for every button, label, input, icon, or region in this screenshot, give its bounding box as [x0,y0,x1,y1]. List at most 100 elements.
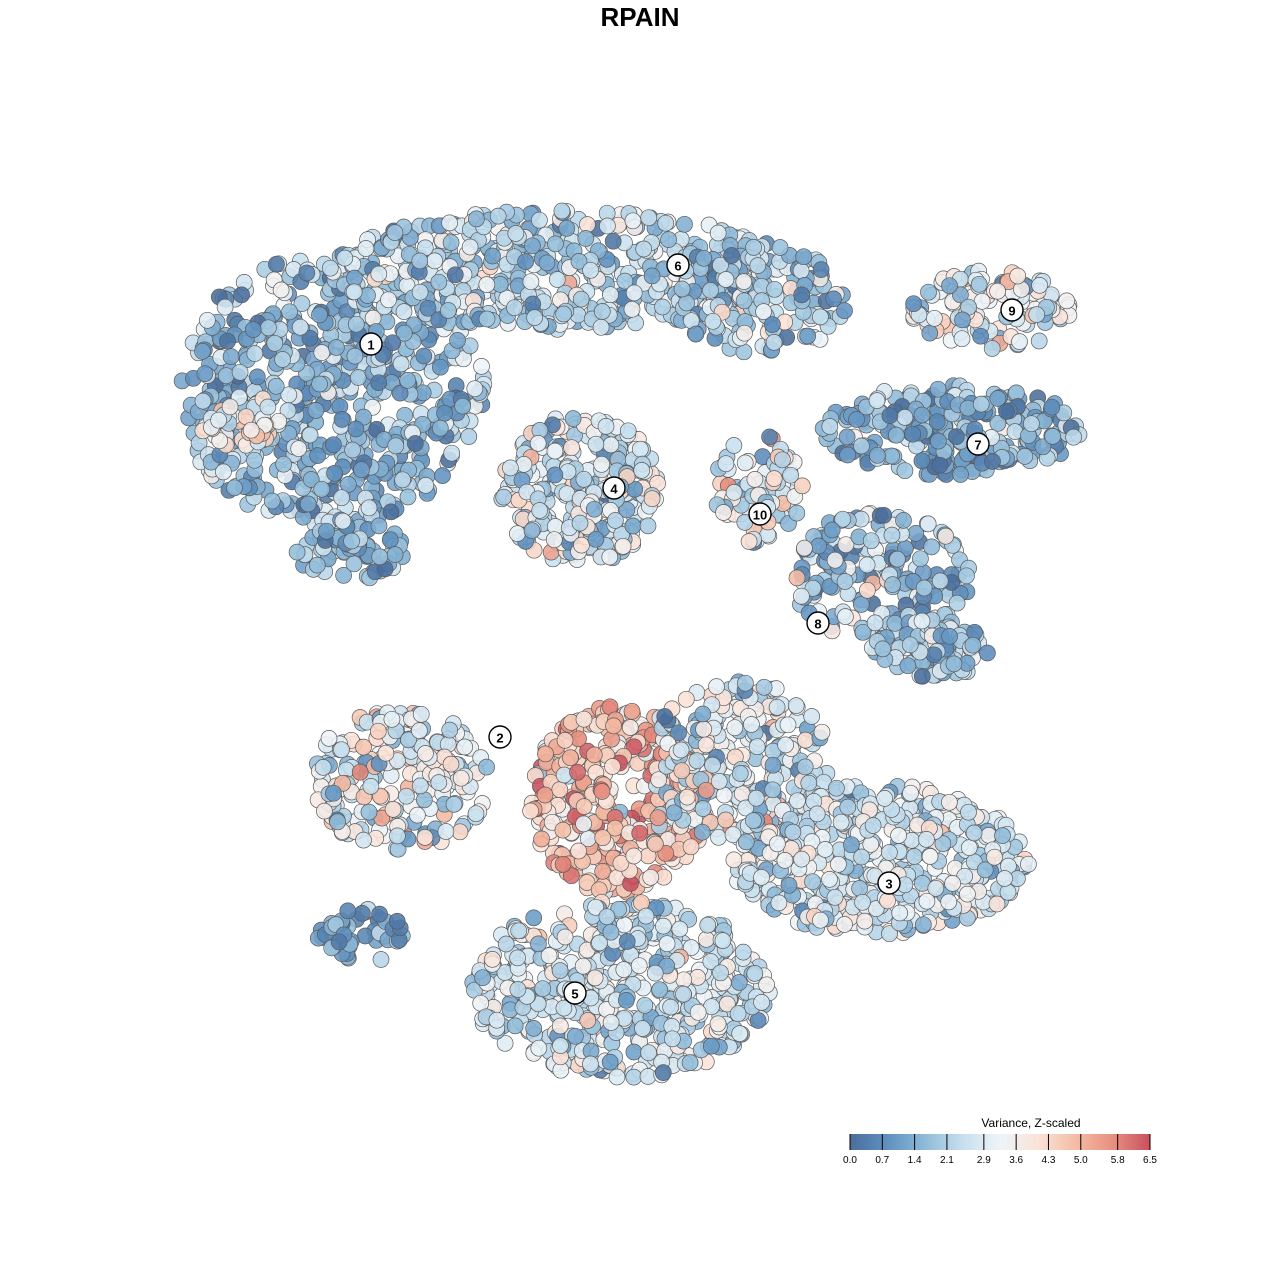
cell-point [851,880,868,897]
cell-point [461,238,479,256]
cell-point [808,805,826,823]
cell-point [1011,333,1028,350]
cell-point [302,471,320,488]
cell-point [862,532,880,550]
colorbar-tick-label: 0.7 [875,1155,889,1166]
cell-point [960,803,977,821]
cell-point [876,790,893,807]
cell-point [637,907,655,925]
cell-point [654,1064,672,1081]
cell-point [889,550,906,568]
cell-point [749,257,767,274]
colorbar-gradient [850,1134,1150,1150]
cell-point [621,719,639,736]
cell-point [896,462,914,480]
cell-point [960,839,978,856]
colorbar-tick-label: 3.6 [1009,1155,1023,1166]
cell-point [602,436,620,454]
cell-point [704,756,721,774]
cell-point [731,765,749,782]
cell-point [313,344,331,361]
cell-point [442,755,460,773]
cell-point [730,974,748,991]
cell-point [913,667,931,685]
cell-point [839,798,857,816]
cell-point [1031,277,1048,294]
cell-point [623,702,641,720]
cell-point [965,824,983,842]
cell-point [972,395,990,413]
cell-point [886,614,904,632]
cell-point [655,917,672,935]
cell-point [912,550,929,568]
cell-point [689,969,706,986]
cell-point [748,738,766,756]
cell-point [624,212,642,230]
cell-point [370,517,388,535]
cell-point [607,512,624,529]
cluster-label-6: 6 [666,253,690,277]
cell-point [636,996,654,1014]
cell-point [333,489,350,507]
cell-point [299,495,317,513]
cell-point [989,282,1006,300]
cell-point [717,271,735,288]
cell-point [345,555,363,573]
cell-point [688,752,706,770]
cluster-label-3: 3 [877,871,901,895]
cell-point [231,363,249,381]
cell-point [334,512,352,530]
cell-point [678,788,696,806]
cell-point [617,992,635,1009]
cell-point [468,210,485,228]
cell-point [534,980,552,998]
cell-point [320,730,338,747]
cell-point [601,548,619,566]
cell-point [602,1014,620,1031]
cell-point [866,614,884,632]
cell-point [658,935,676,953]
cluster-label-1: 1 [359,332,383,356]
cell-point [928,413,946,431]
cell-point [854,893,871,911]
cell-point [411,283,429,301]
cell-point [764,756,782,774]
cell-point [608,1068,626,1086]
cell-point [883,447,900,465]
cell-point [307,402,325,419]
cell-point [417,745,434,762]
cell-point [699,916,717,934]
cell-point [657,214,675,232]
cell-point [879,892,896,910]
cell-point [360,803,378,821]
cell-point [554,821,572,839]
cell-point [838,428,856,446]
cell-point [372,951,390,968]
cell-point [577,230,595,247]
cell-point [633,462,651,479]
cell-point [409,806,426,824]
cell-point [274,351,291,368]
cell-point [914,916,932,934]
cell-point [329,813,346,831]
cell-point [434,467,451,484]
cell-point [351,763,369,781]
cell-point [915,579,933,597]
cell-point [618,933,636,950]
cell-point [682,838,700,856]
cell-point [604,758,621,775]
cell-point [601,1053,619,1071]
cell-point [693,823,711,841]
cell-point [449,332,466,349]
cell-point [970,275,988,293]
cell-point [537,745,554,763]
cell-point [411,777,429,795]
cell-point [925,646,943,664]
colorbar-tick-label: 6.5 [1143,1155,1157,1166]
cell-point [194,392,212,410]
cluster-label-text: 4 [610,482,618,497]
cell-point [575,470,593,488]
cell-point [325,784,342,802]
cell-point [586,969,604,987]
cell-point [954,311,971,329]
